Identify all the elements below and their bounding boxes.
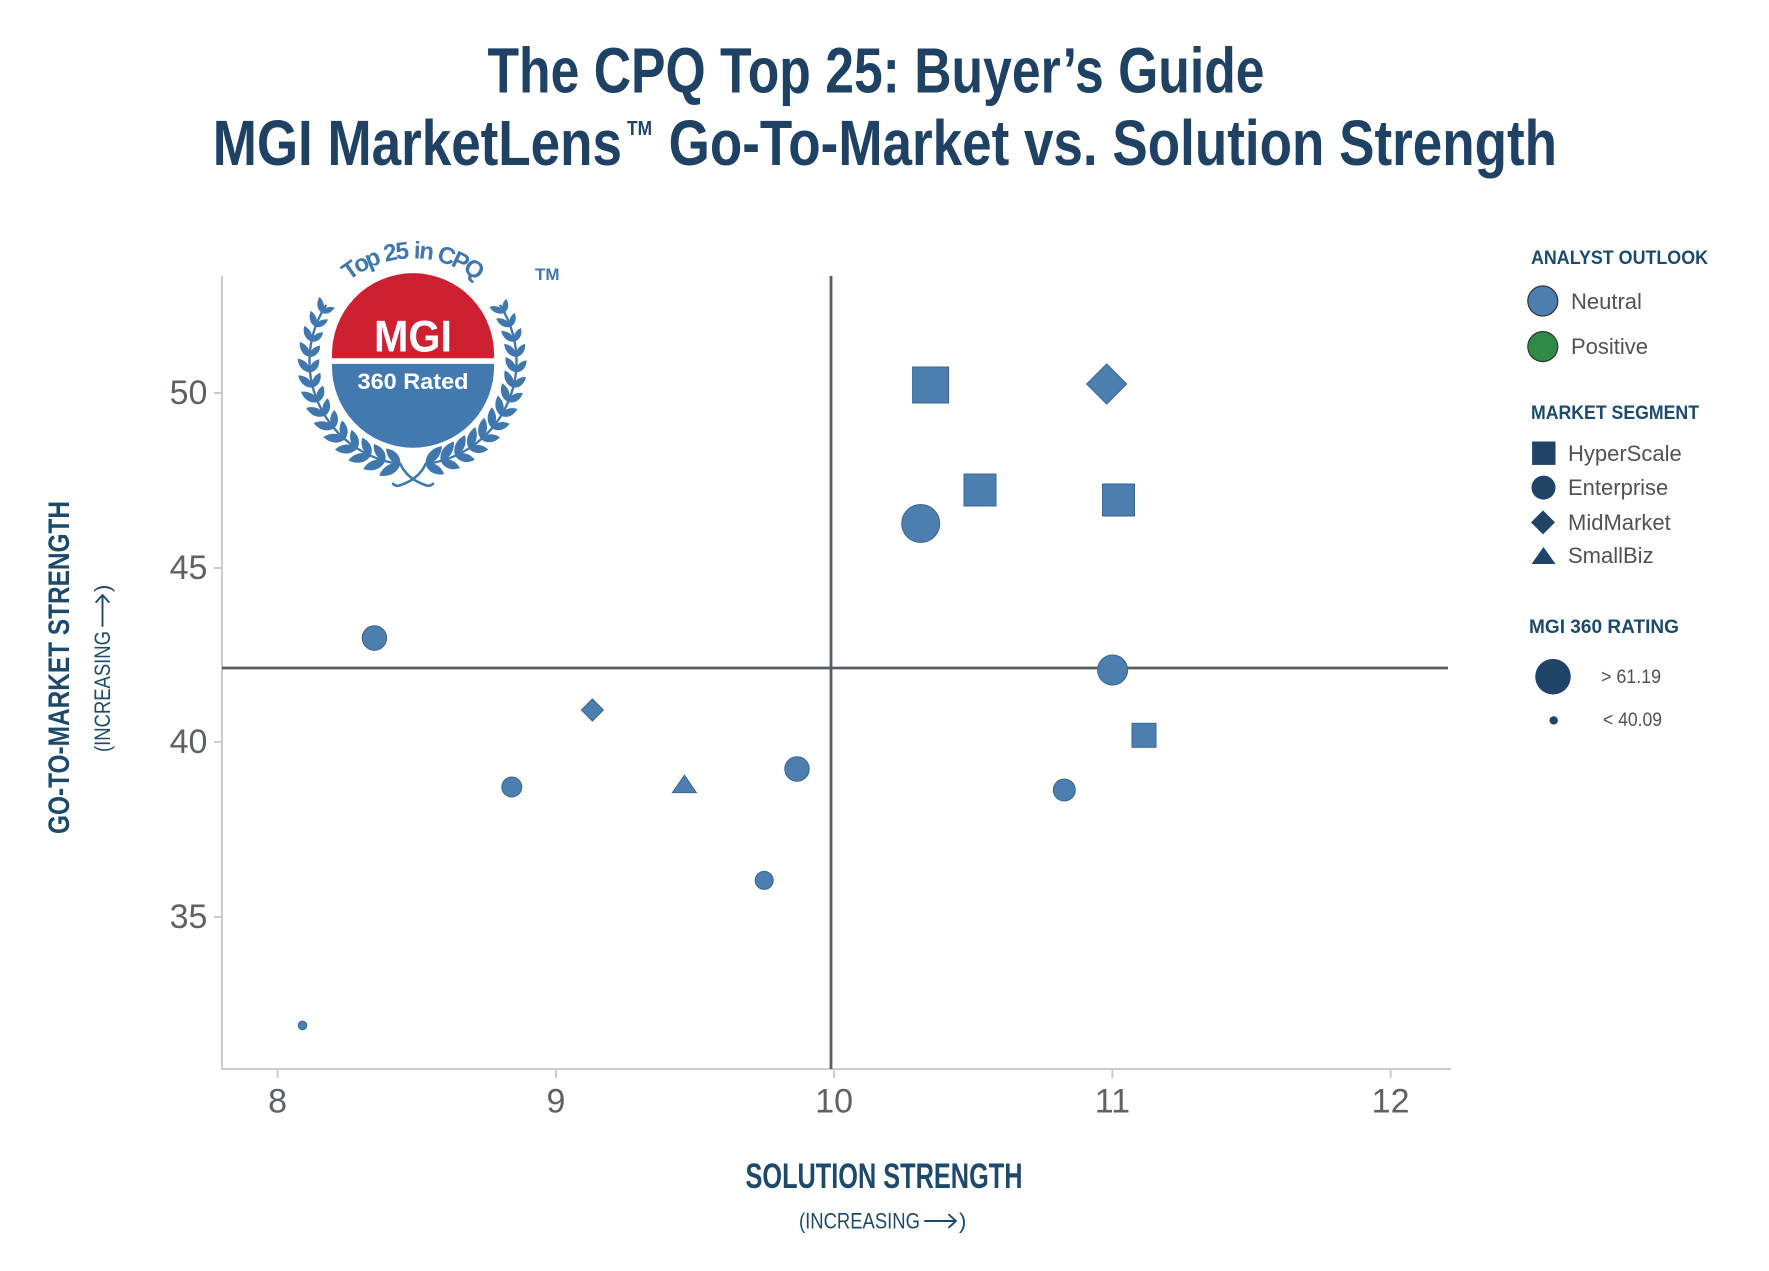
- svg-text:< 40.09: < 40.09: [1603, 709, 1662, 731]
- svg-text:TM: TM: [535, 265, 560, 284]
- svg-text:Neutral: Neutral: [1571, 289, 1642, 314]
- svg-text:MARKET SEGMENT: MARKET SEGMENT: [1531, 403, 1699, 424]
- svg-text:> 61.19: > 61.19: [1601, 666, 1661, 688]
- svg-text:GO-TO-MARKET STRENGTH: GO-TO-MARKET STRENGTH: [43, 501, 76, 834]
- svg-text:40: 40: [170, 723, 208, 761]
- svg-text:MGI: MGI: [374, 312, 452, 361]
- svg-text:HyperScale: HyperScale: [1568, 441, 1682, 466]
- svg-text:10: 10: [815, 1082, 853, 1120]
- svg-text:5: 5: [394, 237, 410, 265]
- svg-text:35: 35: [170, 898, 208, 936]
- svg-text:MGI MarketLens: MGI MarketLens: [213, 107, 622, 179]
- svg-text:Positive: Positive: [1571, 334, 1648, 359]
- svg-text:(INCREASING: (INCREASING: [90, 631, 115, 752]
- svg-text:2: 2: [381, 239, 400, 268]
- svg-text:SmallBiz: SmallBiz: [1568, 543, 1654, 568]
- svg-text:360 Rated: 360 Rated: [358, 369, 469, 394]
- svg-text:MidMarket: MidMarket: [1568, 510, 1671, 535]
- svg-text:11: 11: [1095, 1082, 1130, 1120]
- svg-text:(INCREASING: (INCREASING: [799, 1209, 920, 1234]
- svg-text:): ): [959, 1209, 966, 1234]
- svg-text:50: 50: [170, 374, 208, 412]
- svg-text:ANALYST OUTLOOK: ANALYST OUTLOOK: [1531, 248, 1708, 269]
- svg-text:MGI 360 RATING: MGI 360 RATING: [1529, 617, 1679, 638]
- svg-text:SOLUTION STRENGTH: SOLUTION STRENGTH: [746, 1157, 1023, 1196]
- svg-text:9: 9: [546, 1082, 565, 1120]
- svg-text:): ): [90, 585, 115, 592]
- svg-text:12: 12: [1372, 1082, 1410, 1120]
- svg-text:i: i: [413, 237, 421, 264]
- svg-text:TM: TM: [627, 118, 652, 140]
- svg-text:n: n: [418, 237, 436, 266]
- svg-text:The CPQ Top 25: Buyer’s Guide: The CPQ Top 25: Buyer’s Guide: [488, 34, 1265, 106]
- svg-text:Go-To-Market vs. Solution Stre: Go-To-Market vs. Solution Strength: [669, 107, 1557, 179]
- svg-text:8: 8: [268, 1082, 287, 1120]
- svg-text:45: 45: [170, 549, 208, 587]
- svg-text:Enterprise: Enterprise: [1568, 475, 1668, 500]
